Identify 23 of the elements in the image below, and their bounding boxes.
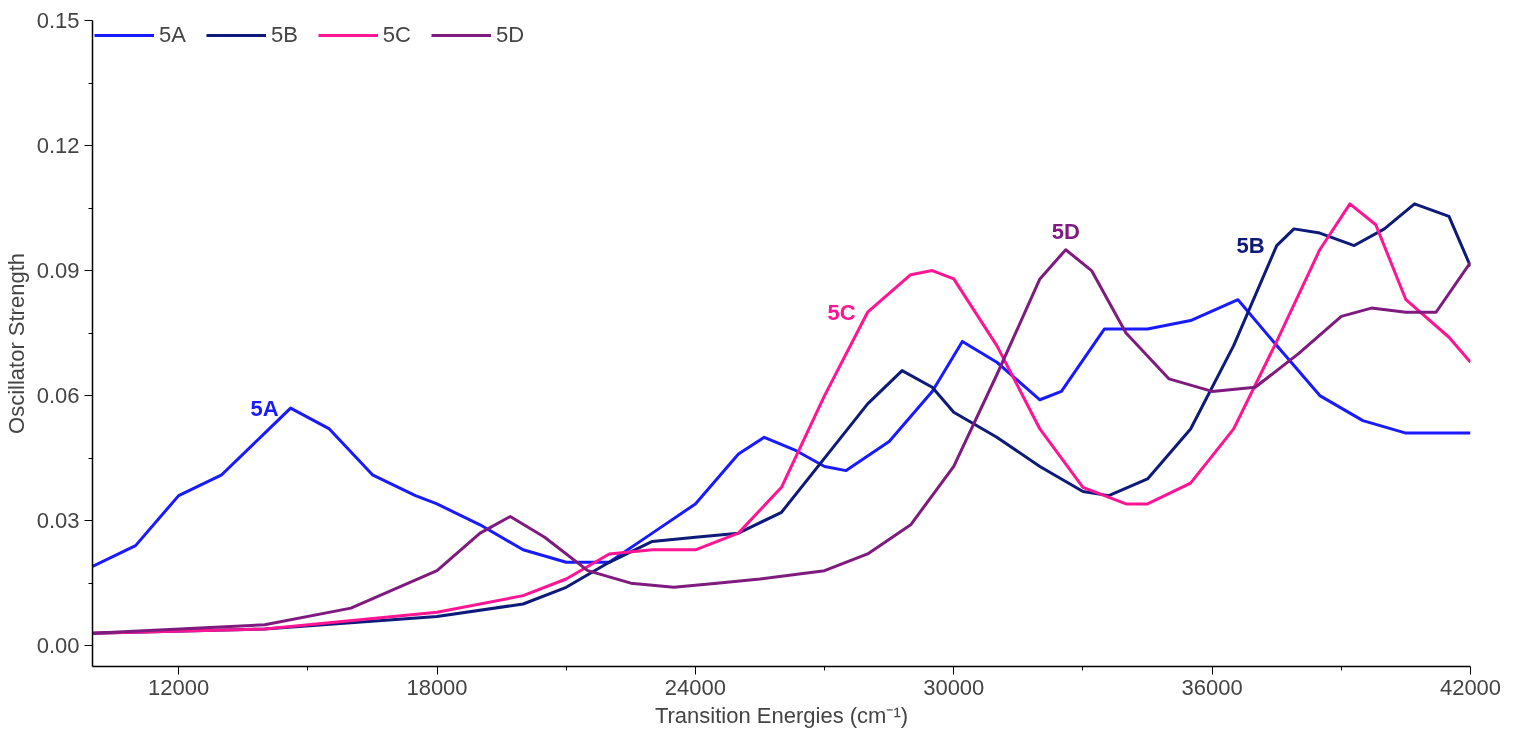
x-axis-title: Transition Energies (cm⁻¹)	[654, 702, 909, 728]
annotation: 5A	[250, 395, 279, 421]
x-tick-label: 30000	[923, 674, 985, 700]
y-tick-label: 0.09	[36, 258, 80, 284]
legend-label: 5D	[495, 22, 525, 48]
annotation: 5D	[1051, 218, 1080, 244]
legend-label: 5A	[159, 22, 186, 48]
y-axis-title: Oscillator Strength	[3, 253, 29, 434]
legend-label: 5B	[270, 22, 298, 48]
y-tick-label: 0.15	[36, 8, 80, 33]
annotation: 5B	[1236, 233, 1265, 259]
x-tick-label: 12000	[148, 674, 210, 700]
line-series	[92, 298, 1471, 568]
x-tick-label: 24000	[664, 674, 726, 700]
annotation: 5C	[827, 299, 856, 325]
x-tick-label: 36000	[1181, 674, 1243, 700]
x-tick-label: 18000	[406, 674, 468, 700]
x-tick-label: 42000	[1439, 674, 1502, 700]
y-tick-label: 0.06	[36, 383, 80, 409]
legend-label: 5C	[382, 22, 411, 48]
y-tick-label: 0.00	[36, 633, 80, 659]
y-tick-label: 0.12	[36, 133, 80, 159]
y-tick-label: 0.03	[36, 508, 80, 534]
